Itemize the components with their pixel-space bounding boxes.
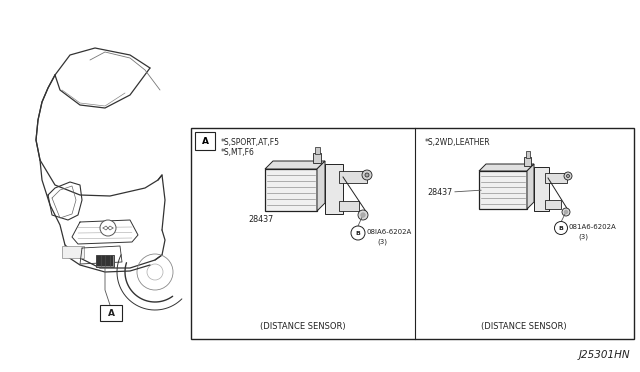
Circle shape xyxy=(358,210,368,220)
Text: 28437: 28437 xyxy=(427,187,452,196)
Text: (3): (3) xyxy=(377,238,387,244)
Bar xyxy=(534,167,549,211)
Circle shape xyxy=(562,208,570,216)
Text: A: A xyxy=(108,308,115,317)
Circle shape xyxy=(564,172,572,180)
Bar xyxy=(96,255,114,267)
Bar xyxy=(526,151,530,158)
Bar xyxy=(545,200,561,209)
Text: A: A xyxy=(202,137,209,145)
Bar xyxy=(524,157,531,166)
Text: 081A6-6202A: 081A6-6202A xyxy=(569,224,617,230)
Text: *S,SPORT,AT,F5: *S,SPORT,AT,F5 xyxy=(221,138,280,147)
Bar xyxy=(100,305,122,321)
Text: B: B xyxy=(559,225,563,231)
Bar xyxy=(313,153,321,163)
Bar xyxy=(191,128,634,339)
Bar xyxy=(339,201,359,211)
Bar xyxy=(339,171,367,183)
Polygon shape xyxy=(317,161,325,211)
Text: *S,MT,F6: *S,MT,F6 xyxy=(221,148,255,157)
Circle shape xyxy=(566,174,570,177)
Text: (DISTANCE SENSOR): (DISTANCE SENSOR) xyxy=(481,323,567,331)
Bar xyxy=(545,173,567,183)
Text: 28437: 28437 xyxy=(248,215,273,224)
Polygon shape xyxy=(265,161,325,169)
Text: J25301HN: J25301HN xyxy=(579,350,630,360)
Circle shape xyxy=(554,221,568,234)
Circle shape xyxy=(362,170,372,180)
Text: 08IA6-6202A: 08IA6-6202A xyxy=(367,229,412,235)
Polygon shape xyxy=(527,164,534,209)
Bar xyxy=(479,171,527,209)
Text: (3): (3) xyxy=(578,233,588,240)
Bar xyxy=(97,256,113,266)
Text: (DISTANCE SENSOR): (DISTANCE SENSOR) xyxy=(260,323,346,331)
Text: B: B xyxy=(356,231,360,235)
Bar xyxy=(315,147,320,154)
Circle shape xyxy=(361,213,365,217)
Circle shape xyxy=(564,211,568,214)
Polygon shape xyxy=(479,164,534,171)
Circle shape xyxy=(365,173,369,177)
Bar xyxy=(265,169,317,211)
Circle shape xyxy=(351,226,365,240)
Bar xyxy=(62,246,84,258)
Text: *S,2WD,LEATHER: *S,2WD,LEATHER xyxy=(425,138,491,147)
Bar xyxy=(325,164,343,214)
Bar xyxy=(195,132,215,150)
Circle shape xyxy=(100,220,116,236)
